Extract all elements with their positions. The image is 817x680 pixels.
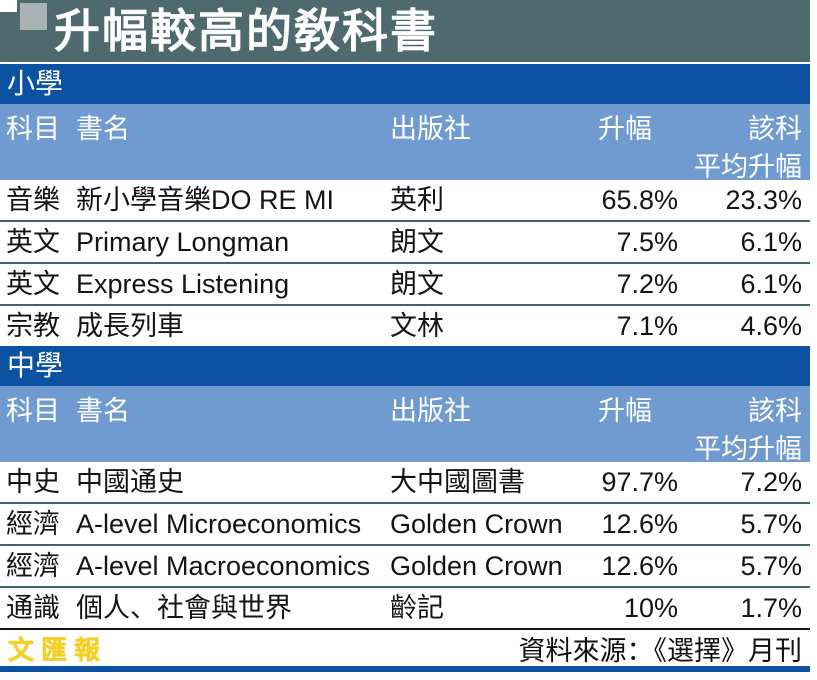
subject-cell: 宗教 [6,311,60,341]
increase-cell: 12.6% [601,509,678,539]
book-title-cell: 個人、社會與世界 [76,593,292,623]
section-header-primary: 小學 [0,64,810,104]
column-header-book: 書名 [76,396,130,426]
column-header-avg: 該科 平均升幅 [678,110,802,186]
publisher-cell: 大中國圖書 [390,467,525,497]
bottom-rule [0,666,810,672]
subject-cell: 經濟 [6,509,60,539]
column-header-increase: 升幅 [598,114,652,144]
increase-cell: 97.7% [601,467,678,497]
column-header-avg-line2: 平均升幅 [694,434,802,464]
section-header-secondary: 中學 [0,346,810,386]
table-row: 通識 個人、社會與世界 齡記 10% 1.7% [0,588,810,628]
increase-cell: 12.6% [601,551,678,581]
publisher-cell: Golden Crown [390,509,563,539]
publisher-cell: 文林 [390,311,444,341]
row-separator [0,262,810,264]
column-header-book: 書名 [76,114,130,144]
table-row: 中史 中國通史 大中國圖書 97.7% 7.2% [0,462,810,502]
title-accent-square [20,3,47,30]
increase-cell: 7.5% [616,227,678,257]
increase-cell: 65.8% [601,185,678,215]
publisher-cell: 朗文 [390,227,444,257]
subject-cell: 音樂 [6,185,60,215]
column-header-subject: 科目 [6,114,60,144]
subject-cell: 經濟 [6,551,60,581]
column-header-avg-line2: 平均升幅 [694,152,802,182]
subject-cell: 英文 [6,269,60,299]
divider [0,62,810,64]
publisher-cell: Golden Crown [390,551,563,581]
column-header-increase: 升幅 [598,396,652,426]
book-title-cell: Express Listening [76,269,290,299]
table-row: 英文 Express Listening 朗文 7.2% 6.1% [0,264,810,304]
publisher-cell: 齡記 [390,593,444,623]
column-header-row-secondary: 科目 書名 出版社 升幅 該科 平均升幅 [0,386,810,464]
avg-increase-cell: 1.7% [740,593,802,623]
avg-increase-cell: 5.7% [740,551,802,581]
increase-cell: 10% [623,593,678,623]
row-separator [0,544,810,546]
wenweipo-logo: 文匯報 [8,634,108,665]
subject-cell: 英文 [6,227,60,257]
subject-cell: 中史 [6,467,60,497]
column-header-subject: 科目 [6,396,60,426]
row-separator [0,304,810,306]
avg-increase-cell: 23.3% [725,185,802,215]
table-row: 英文 Primary Longman 朗文 7.5% 6.1% [0,222,810,262]
book-title-cell: Primary Longman [76,227,290,257]
table-row: 經濟 A-level Macroeconomics Golden Crown 1… [0,546,810,586]
row-separator [0,586,810,588]
title-corner-notch [0,0,17,12]
increase-cell: 7.1% [616,311,678,341]
column-header-avg: 該科 平均升幅 [678,392,802,468]
column-header-row-primary: 科目 書名 出版社 升幅 該科 平均升幅 [0,104,810,182]
source-credit: 資料來源：《選擇》月刊 [518,635,803,666]
row-separator [0,220,810,222]
column-header-publisher: 出版社 [390,396,471,426]
book-title-cell: A-level Microeconomics [76,509,362,539]
publisher-cell: 朗文 [390,269,444,299]
page-title: 升幅較高的敎科書 [54,5,438,57]
column-header-publisher: 出版社 [390,114,471,144]
book-title-cell: 中國通史 [76,467,184,497]
book-title-cell: 成長列車 [76,311,184,341]
avg-increase-cell: 6.1% [740,227,802,257]
increase-cell: 7.2% [616,269,678,299]
avg-increase-cell: 5.7% [740,509,802,539]
textbook-price-infographic: 升幅較高的敎科書 小學 科目 書名 出版社 升幅 該科 平均升幅 音樂 新小學音… [0,0,810,672]
avg-increase-cell: 7.2% [740,467,802,497]
footer-rule [0,628,810,630]
book-title-cell: A-level Macroeconomics [76,551,371,581]
footer: 文匯報 資料來源：《選擇》月刊 [0,630,810,666]
table-row: 音樂 新小學音樂DO RE MI 英利 65.8% 23.3% [0,180,810,220]
subject-cell: 通識 [6,593,60,623]
title-bar: 升幅較高的敎科書 [0,0,810,62]
avg-increase-cell: 4.6% [740,311,802,341]
table-row: 宗教 成長列車 文林 7.1% 4.6% [0,306,810,346]
avg-increase-cell: 6.1% [740,269,802,299]
publisher-cell: 英利 [390,185,444,215]
row-separator [0,502,810,504]
book-title-cell: 新小學音樂DO RE MI [76,185,335,215]
column-header-avg-line1: 該科 [748,114,802,144]
table-row: 經濟 A-level Microeconomics Golden Crown 1… [0,504,810,544]
column-header-avg-line1: 該科 [748,396,802,426]
